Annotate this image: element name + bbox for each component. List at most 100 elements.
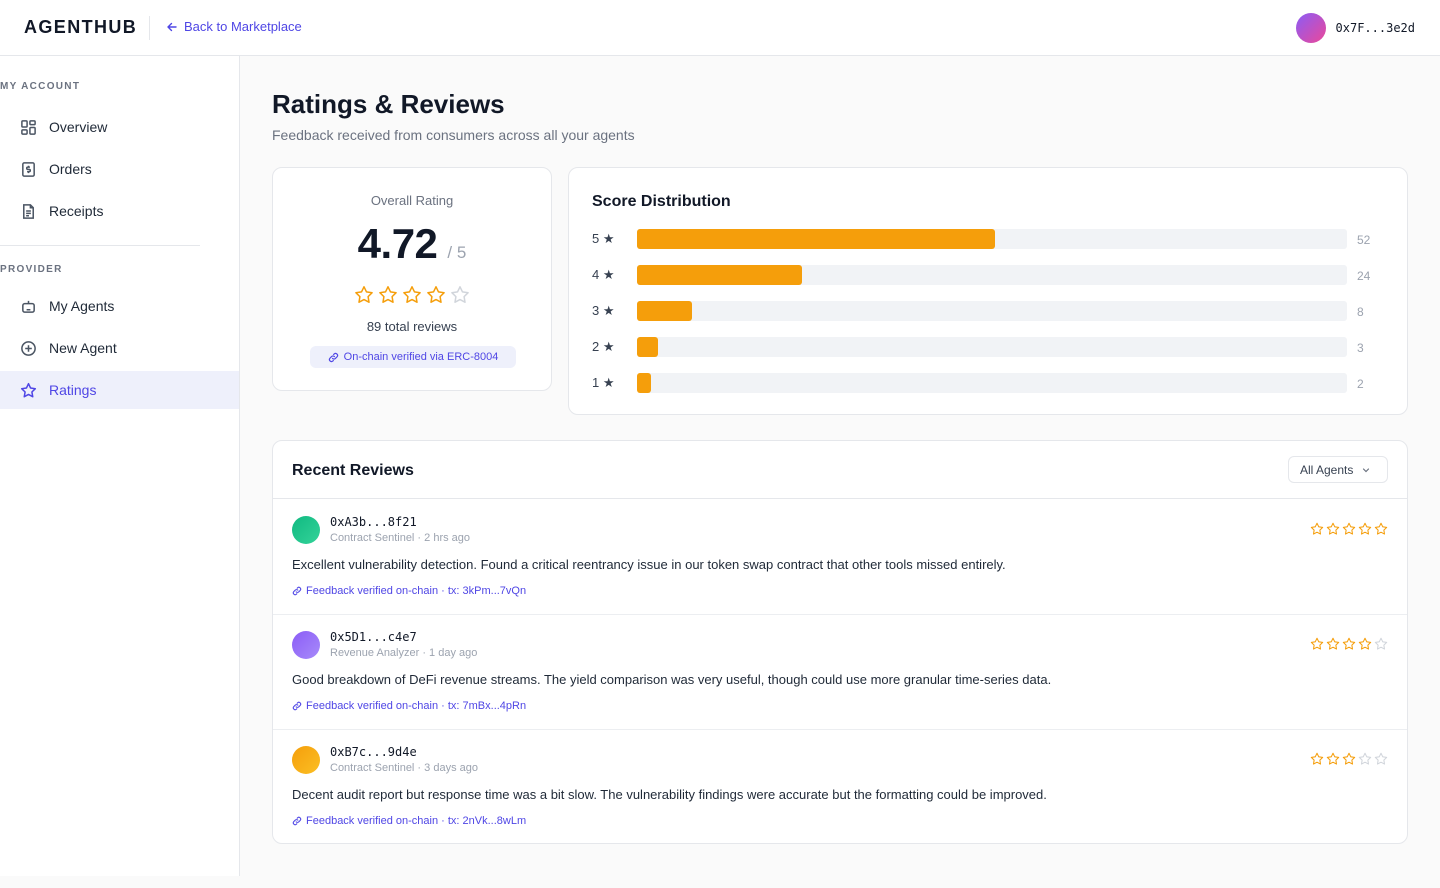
distribution-track [637, 229, 1347, 249]
sidebar-item-receipts[interactable]: Receipts [0, 192, 239, 230]
page-title: Ratings & Reviews [272, 89, 505, 119]
star-filled-icon [379, 286, 397, 303]
reviewer-avatar [292, 631, 320, 659]
sidebar-item-label: Overview [49, 119, 108, 135]
review-text: Good breakdown of DeFi revenue streams. … [292, 672, 1052, 687]
distribution-row: 2 ★ 3 [592, 337, 1392, 357]
plus-circle-icon [21, 340, 36, 356]
app-logo[interactable]: AGENTHUB [24, 17, 138, 37]
distribution-bar [637, 301, 692, 321]
link-icon [292, 701, 302, 711]
arrow-left-icon [167, 22, 177, 31]
review-verify-text: Feedback verified on-chain · tx: 7mBx...… [306, 700, 527, 712]
review-text: Decent audit report but response time wa… [292, 787, 1047, 802]
review-divider [273, 614, 1407, 615]
star-filled-icon [1326, 637, 1340, 650]
verified-badge: On-chain verified via ERC-8004 [310, 346, 516, 368]
star-empty-icon [1374, 637, 1388, 650]
wallet-address: 0x7F...3e2d [1335, 21, 1415, 35]
distribution-row: 3 ★ 8 [592, 301, 1392, 321]
link-icon [328, 352, 338, 362]
distribution-bar [637, 229, 995, 249]
star-filled-icon [1374, 522, 1388, 535]
overall-stars [273, 285, 551, 305]
reviewer-avatar [292, 516, 320, 544]
star-filled-icon [1310, 522, 1324, 535]
receipt-icon [23, 203, 34, 219]
reviewer-address: 0xA3b...8f21 [330, 515, 417, 529]
section-label-my-account: MY ACCOUNT [0, 81, 81, 92]
reviewer-address: 0xB7c...9d4e [330, 745, 417, 759]
sidebar-item-new-agent[interactable]: New Agent [0, 329, 239, 367]
overall-score: 4.72 / 5 [273, 220, 551, 268]
sidebar-item-ratings[interactable]: Ratings [0, 371, 239, 409]
review-stars [1310, 637, 1388, 651]
distribution-bar [637, 337, 658, 357]
star-filled-icon [355, 286, 373, 303]
distribution-row: 5 ★ 52 [592, 229, 1392, 249]
star-filled-icon [1342, 752, 1356, 765]
review-meta: Contract Sentinel · 2 hrs ago [330, 532, 471, 544]
page-subtitle: Feedback received from consumers across … [272, 127, 635, 143]
review-stars [1310, 522, 1388, 536]
agent-filter-value: All Agents [1300, 462, 1354, 477]
score-distribution-card: Score Distribution 5 ★ 52 4 ★ 24 3 ★ 8 2 ★ 3 1 ★… [568, 167, 1408, 415]
overall-rating-card: Overall Rating 4.72 / 5 89 total reviews… [272, 167, 552, 391]
distribution-row: 1 ★ 2 [592, 373, 1392, 393]
distribution-count: 8 [1357, 305, 1364, 319]
wallet-button[interactable]: 0x7F...3e2d [1295, 13, 1415, 43]
star-filled-icon [1342, 637, 1356, 650]
link-icon [292, 816, 302, 826]
reviewer-address: 0x5D1...c4e7 [330, 630, 417, 644]
agent-filter-select[interactable]: All Agents [1288, 456, 1388, 483]
back-to-marketplace-link[interactable]: Back to Marketplace [166, 19, 302, 34]
review-divider [273, 729, 1407, 730]
star-empty-icon [1374, 752, 1388, 765]
distribution-label: 3 ★ [592, 303, 615, 318]
chevron-down-icon [1363, 467, 1370, 472]
sidebar-item-overview[interactable]: Overview [0, 108, 239, 146]
header-divider [149, 16, 150, 40]
review-verify-link[interactable]: Feedback verified on-chain · tx: 2nVk...… [292, 815, 526, 827]
review-verify-link[interactable]: Feedback verified on-chain · tx: 3kPm...… [292, 585, 526, 597]
sidebar-item-orders[interactable]: Orders [0, 150, 239, 188]
distribution-title: Score Distribution [592, 193, 731, 210]
review-verify-text: Feedback verified on-chain · tx: 2nVk...… [306, 815, 527, 827]
distribution-count: 3 [1357, 341, 1364, 355]
sidebar-item-label: Receipts [49, 203, 104, 219]
review-item: 0xB7c...9d4e Contract Sentinel · 3 days a… [273, 729, 1407, 844]
distribution-track [637, 373, 1347, 393]
star-icon [20, 382, 37, 397]
robot-icon [22, 300, 35, 313]
grid-icon [21, 119, 36, 135]
sidebar-item-label: New Agent [49, 340, 117, 356]
link-icon [292, 586, 302, 596]
distribution-row: 4 ★ 24 [592, 265, 1392, 285]
review-meta: Revenue Analyzer · 1 day ago [330, 647, 478, 659]
back-label: Back to Marketplace [184, 19, 302, 34]
star-empty-icon [451, 286, 469, 303]
sidebar-item-label: Ratings [49, 382, 97, 398]
review-text: Excellent vulnerability detection. Found… [292, 557, 1006, 572]
star-filled-icon [427, 286, 445, 303]
recent-reviews-card: Recent Reviews All Agents 0xA3b...8f21 Co… [272, 440, 1408, 844]
star-filled-icon [1358, 637, 1372, 650]
star-filled-icon [403, 286, 421, 303]
star-filled-icon [1310, 752, 1324, 765]
star-filled-icon [1326, 752, 1340, 765]
sidebar-item-my-agents[interactable]: My Agents [0, 287, 239, 325]
total-reviews: 89 total reviews [366, 319, 458, 334]
review-verify-link[interactable]: Feedback verified on-chain · tx: 7mBx...… [292, 700, 526, 712]
top-header: AGENTHUB Back to Marketplace 0x7F...3e2d [0, 0, 1440, 56]
sidebar-item-label: My Agents [49, 298, 115, 314]
distribution-label: 5 ★ [592, 231, 615, 246]
distribution-track [637, 337, 1347, 357]
star-empty-icon [1358, 752, 1372, 765]
distribution-count: 52 [1357, 233, 1371, 247]
distribution-label: 2 ★ [592, 339, 615, 354]
review-meta: Contract Sentinel · 3 days ago [330, 762, 478, 774]
distribution-track [637, 301, 1347, 321]
star-filled-icon [1310, 637, 1324, 650]
review-stars [1310, 752, 1388, 766]
distribution-bar [637, 265, 802, 285]
